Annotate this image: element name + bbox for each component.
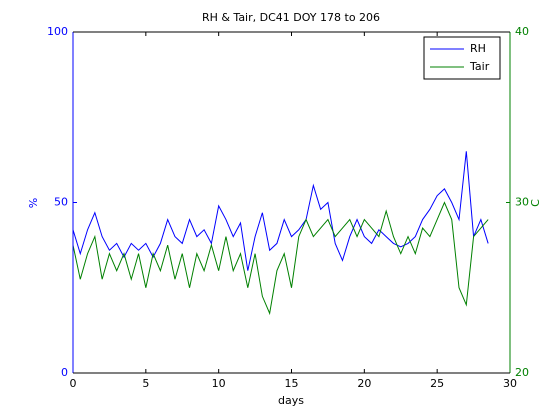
y-tick-label: 50	[54, 196, 68, 209]
y-axis-label: %	[27, 198, 40, 208]
x-tick-label: 15	[285, 377, 299, 390]
y2-axis-label: C	[529, 199, 542, 207]
x-tick-label: 25	[430, 377, 444, 390]
x-tick-label: 10	[212, 377, 226, 390]
data-line	[72, 201, 489, 316]
x-axis-label: days	[278, 394, 304, 407]
chart-title: RH & Tair, DC41 DOY 178 to 206	[202, 11, 380, 24]
legend-label: RH	[470, 42, 486, 55]
y2-tick-label: 40	[515, 25, 529, 38]
x-tick-label: 20	[357, 377, 371, 390]
y2-tick-label: 20	[515, 366, 529, 379]
y-tick-label: 100	[47, 25, 68, 38]
legend-box	[423, 36, 501, 80]
y2-tick-label: 30	[515, 196, 529, 209]
y-tick-label: 0	[61, 366, 68, 379]
x-tick-label: 30	[503, 377, 517, 390]
x-tick-label: 0	[70, 377, 77, 390]
x-tick-label: 5	[142, 377, 149, 390]
data-line	[72, 151, 489, 271]
legend-label: Tair	[469, 60, 490, 73]
